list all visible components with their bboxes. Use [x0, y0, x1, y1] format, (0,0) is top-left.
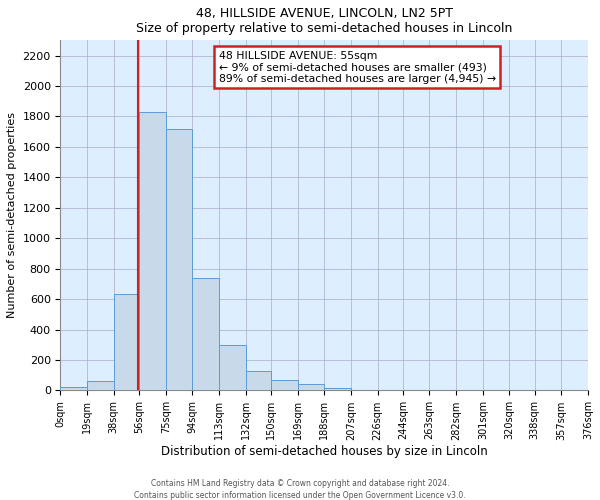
Bar — [61, 388, 87, 390]
Title: 48, HILLSIDE AVENUE, LINCOLN, LN2 5PT
Size of property relative to semi-detached: 48, HILLSIDE AVENUE, LINCOLN, LN2 5PT Si… — [136, 7, 512, 35]
Bar — [193, 278, 219, 390]
Bar — [87, 382, 114, 390]
Bar — [114, 294, 139, 390]
Bar — [139, 112, 166, 390]
Y-axis label: Number of semi-detached properties: Number of semi-detached properties — [7, 112, 17, 318]
X-axis label: Distribution of semi-detached houses by size in Lincoln: Distribution of semi-detached houses by … — [161, 445, 488, 458]
Bar — [245, 370, 271, 390]
Bar — [271, 380, 298, 390]
Bar — [298, 384, 324, 390]
Bar — [166, 128, 193, 390]
Bar — [219, 344, 245, 391]
Text: Contains HM Land Registry data © Crown copyright and database right 2024.
Contai: Contains HM Land Registry data © Crown c… — [134, 478, 466, 500]
Bar — [324, 388, 351, 390]
Text: 48 HILLSIDE AVENUE: 55sqm
← 9% of semi-detached houses are smaller (493)
89% of : 48 HILLSIDE AVENUE: 55sqm ← 9% of semi-d… — [219, 51, 496, 84]
